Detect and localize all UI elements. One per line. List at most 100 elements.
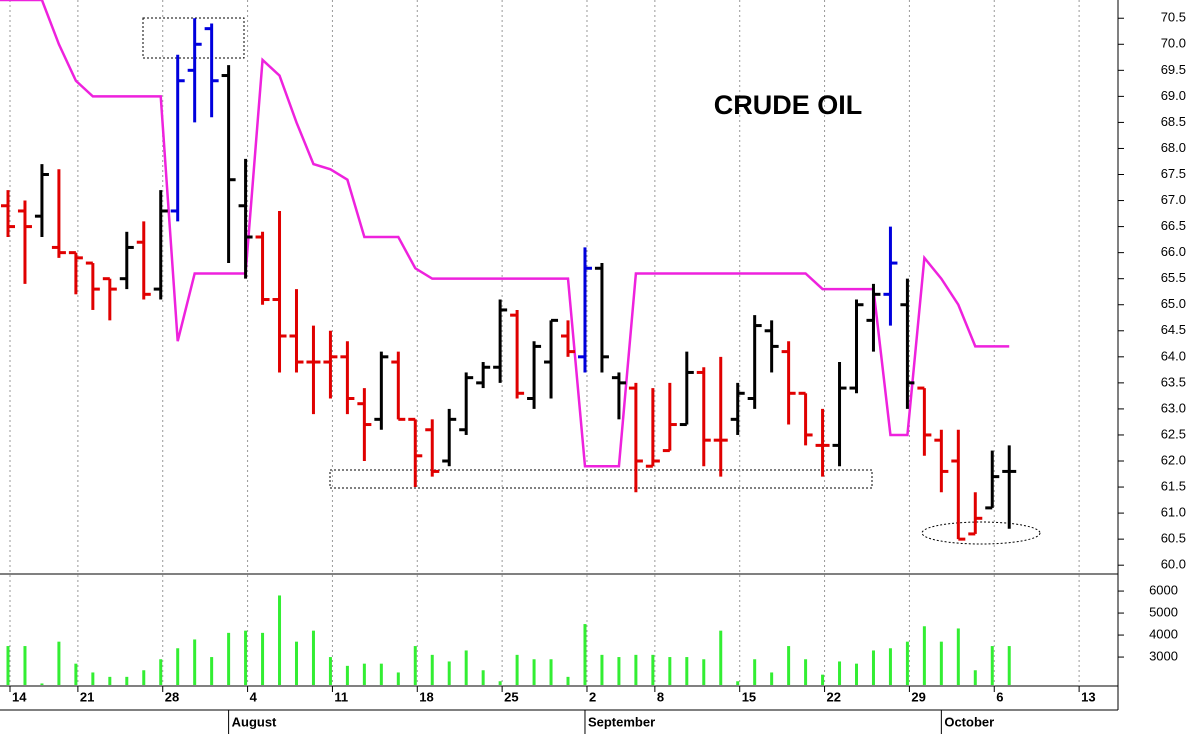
y-tick-label: 62.0	[1161, 452, 1186, 467]
volume-bar	[23, 646, 27, 685]
y-tick-label: 65.0	[1161, 296, 1186, 311]
volume-bar	[142, 670, 146, 685]
y-tick-label: 60.0	[1161, 557, 1186, 572]
volume-bar	[74, 663, 78, 685]
volume-bar	[838, 661, 842, 685]
volume-bar	[939, 641, 943, 685]
x-tick-label: 13	[1081, 689, 1095, 704]
x-tick-label: 28	[165, 689, 179, 704]
x-tick-label: 6	[996, 689, 1003, 704]
volume-bar	[464, 650, 468, 685]
volume-bar	[685, 657, 689, 685]
volume-bar	[787, 646, 791, 685]
y-tick-label: 66.5	[1161, 218, 1186, 233]
y-tick-label: 63.5	[1161, 374, 1186, 389]
volume-bar	[159, 659, 163, 685]
volume-bar	[498, 681, 502, 685]
month-label: August	[232, 714, 277, 729]
volume-bar	[125, 676, 129, 685]
stop-line	[0, 0, 1010, 468]
y-tick-label: 4000	[1149, 626, 1178, 641]
x-tick-label: 14	[12, 689, 27, 704]
volume-bar	[634, 654, 638, 685]
volume-bar	[1007, 646, 1011, 685]
y-tick-label: 6000	[1149, 582, 1178, 597]
volume-bar	[668, 657, 672, 685]
y-tick-label: 68.0	[1161, 140, 1186, 155]
volume-bar	[481, 670, 485, 685]
y-tick-label: 61.5	[1161, 478, 1186, 493]
volume-bar	[91, 672, 95, 685]
y-tick-label: 64.0	[1161, 348, 1186, 363]
volume-bar	[600, 654, 604, 685]
x-tick-label: 22	[827, 689, 841, 704]
y-tick-label: 67.5	[1161, 166, 1186, 181]
annotation-box	[142, 17, 245, 59]
y-tick-label: 3000	[1149, 648, 1178, 663]
volume-bar	[990, 646, 994, 685]
volume-bar	[193, 639, 197, 685]
y-tick-label: 70.5	[1161, 10, 1186, 25]
volume-bar	[905, 641, 909, 685]
volume-bar	[379, 663, 383, 685]
volume-bar	[210, 657, 214, 685]
volume-bar	[719, 630, 723, 685]
y-tick-label: 70.0	[1161, 36, 1186, 51]
volume-bar	[888, 648, 892, 685]
y-tick-label: 61.0	[1161, 505, 1186, 520]
month-label: October	[944, 714, 994, 729]
volume-bar	[176, 648, 180, 685]
volume-bar	[549, 659, 553, 685]
volume-bar	[515, 654, 519, 685]
volume-bar	[430, 654, 434, 685]
x-tick-label: 25	[504, 689, 518, 704]
volume-bar	[956, 628, 960, 685]
y-tick-label: 69.0	[1161, 88, 1186, 103]
y-tick-label: 67.0	[1161, 192, 1186, 207]
marks	[0, 0, 1017, 685]
y-tick-label: 68.5	[1161, 114, 1186, 129]
y-tick-label: 60.5	[1161, 531, 1186, 546]
x-tick-label: 18	[419, 689, 433, 704]
volume-bar	[227, 632, 231, 685]
volume-bar	[566, 676, 570, 685]
x-tick-label: 21	[80, 689, 94, 704]
y-tick-label: 64.5	[1161, 322, 1186, 337]
volume-bar	[702, 659, 706, 685]
volume-bar	[871, 650, 875, 685]
volume-bar	[57, 641, 61, 685]
volume-bar	[261, 632, 265, 685]
volume-bar	[821, 674, 825, 685]
volume-bar	[736, 681, 740, 685]
volume-bar	[294, 641, 298, 685]
x-tick-label: 15	[742, 689, 756, 704]
y-tick-label: 66.0	[1161, 244, 1186, 259]
x-tick-label: 4	[250, 689, 258, 704]
volume-bar	[278, 595, 282, 685]
y-tick-label: 62.5	[1161, 426, 1186, 441]
x-tick-label: 29	[911, 689, 925, 704]
volume-bar	[804, 659, 808, 685]
volume-bar	[6, 646, 10, 685]
y-tick-label: 5000	[1149, 604, 1178, 619]
y-tick-label: 63.0	[1161, 400, 1186, 415]
volume-bar	[770, 672, 774, 685]
month-label: September	[588, 714, 655, 729]
x-tick-label: 11	[334, 689, 348, 704]
volume-bar	[108, 676, 112, 685]
volume-bar	[244, 630, 248, 685]
volume-bar	[753, 659, 757, 685]
x-tick-label: 8	[657, 689, 664, 704]
volume-bar	[40, 683, 44, 685]
grid	[9, 0, 1080, 686]
volume-bar	[651, 654, 655, 685]
volume-bar	[973, 670, 977, 685]
volume-bar	[447, 661, 451, 685]
x-tick-label: 2	[589, 689, 596, 704]
volume-bar	[345, 665, 349, 685]
volume-bar	[328, 657, 332, 685]
volume-bar	[617, 657, 621, 685]
